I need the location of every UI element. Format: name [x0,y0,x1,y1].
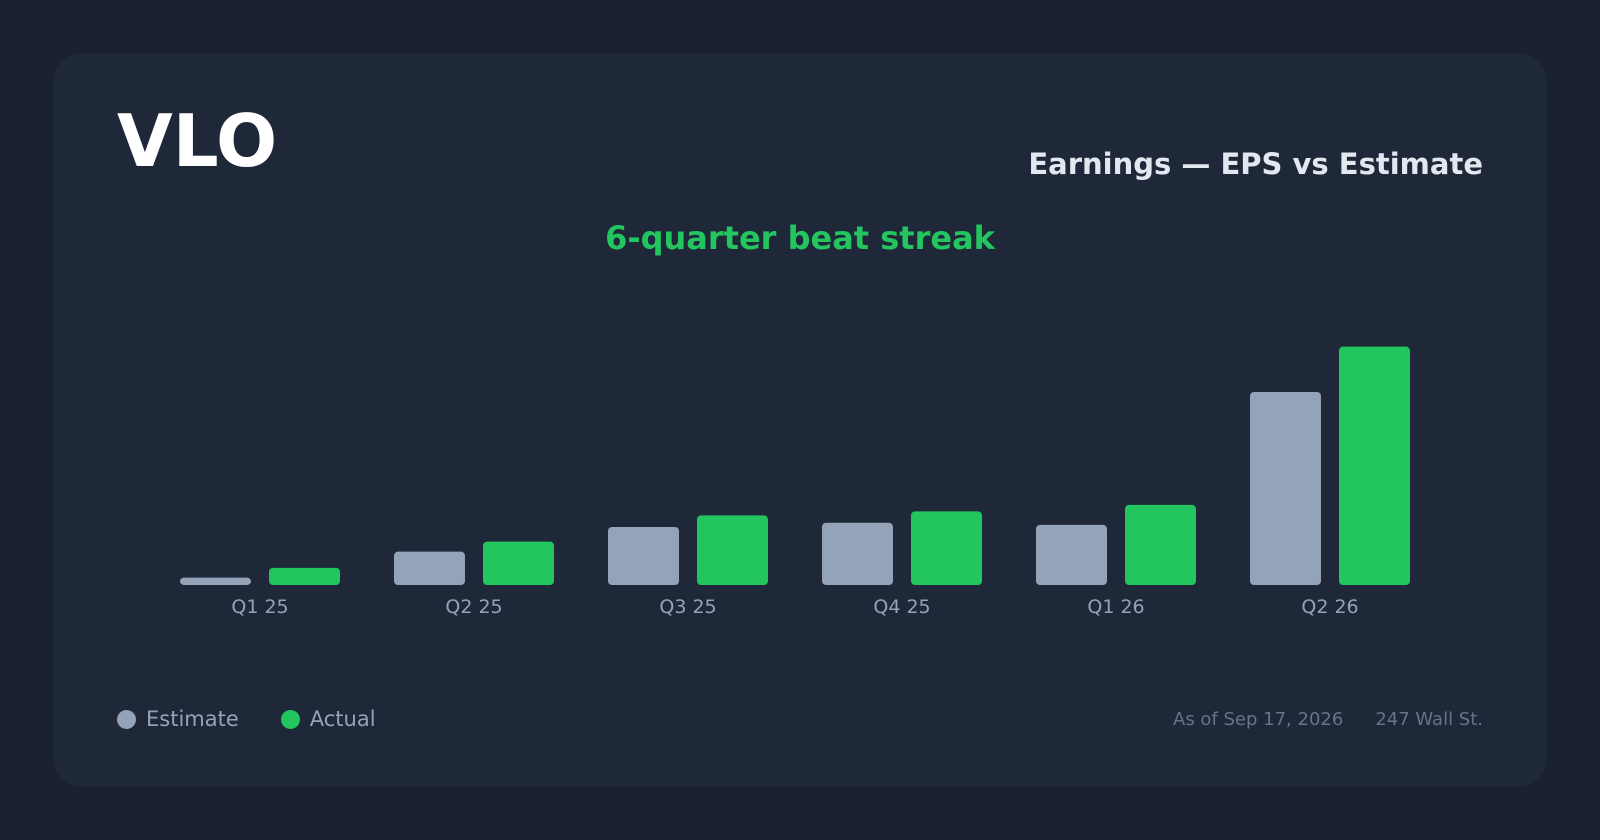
ticker-symbol: VLO [117,99,278,183]
chart-legend: Estimate Actual [117,707,376,731]
legend-item-actual: Actual [280,707,376,731]
bar-estimate-q3-25 [608,526,679,585]
chart-title: Earnings — EPS vs Estimate [1028,147,1483,181]
x-tick-label: Q1 25 [231,596,288,618]
bar-estimate-q1-25 [180,577,251,585]
legend-swatch-actual [280,709,300,729]
bar-actual-q3-25 [697,515,768,585]
x-tick-label: Q1 26 [1087,596,1144,618]
bar-actual-q2-26 [1339,346,1410,585]
x-tick-label: Q4 25 [873,596,930,618]
bar-actual-q1-25 [269,567,340,585]
eps-bar-chart: Q1 25 Q2 25 Q3 25 Q4 25 Q1 26 Q2 26 [180,346,1410,618]
bar-actual-q2-25 [483,541,554,585]
bar-estimate-q4-25 [822,522,893,585]
bar-estimate-q2-26 [1250,391,1321,585]
x-tick-label: Q3 25 [659,596,716,618]
bar-estimate-q2-25 [394,551,465,585]
earnings-card: VLO Earnings — EPS vs Estimate 6-quarter… [53,53,1547,787]
legend-label-actual: Actual [309,707,376,731]
as-of-date: As of Sep 17, 2026 [1173,709,1344,730]
legend-item-estimate: Estimate [117,707,239,731]
x-tick-label: Q2 26 [1301,596,1358,618]
x-tick-label: Q2 25 [445,596,502,618]
legend-swatch-estimate [117,709,136,729]
source-credit: 247 Wall St. [1375,709,1483,730]
legend-label-estimate: Estimate [146,707,239,731]
chart-footer: As of Sep 17, 2026 247 Wall St. [1173,709,1483,730]
bar-estimate-q1-26 [1036,524,1107,585]
bar-actual-q4-25 [911,511,982,585]
streak-annotation: 6-quarter beat streak [605,219,995,257]
bar-actual-q1-26 [1125,504,1196,585]
